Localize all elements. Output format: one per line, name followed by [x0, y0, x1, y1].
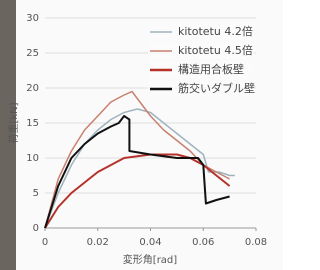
- legend-label: kitotetu 4.2倍: [178, 24, 253, 38]
- y-tick-label: 10: [26, 153, 39, 164]
- y-tick-label: 30: [26, 13, 39, 24]
- x-tick-label: 0.08: [245, 237, 267, 248]
- chart: 荷重[kN] 変形角[rad] 0 5 10 15 20 25 30 0 0.02 0.04 0.0…: [0, 0, 283, 270]
- legend-label: 筋交いダブル壁: [178, 81, 255, 95]
- y-tick-label: 0: [33, 223, 39, 234]
- y-tick-label: 20: [26, 83, 39, 94]
- y-tick-label: 25: [26, 48, 39, 59]
- y-tick-label: 5: [33, 188, 39, 199]
- x-tick-label: 0.06: [192, 237, 214, 248]
- x-tick-label: 0: [42, 237, 48, 248]
- legend-label: 構造用合板壁: [178, 62, 244, 76]
- x-tick-label: 0.04: [139, 237, 161, 248]
- legend-label: kitotetu 4.5倍: [178, 43, 253, 57]
- x-axis-label: 変形角[rad]: [123, 253, 177, 266]
- y-tick-label: 15: [26, 118, 39, 129]
- y-axis-label: 荷重[kN]: [7, 102, 20, 143]
- background: [0, 0, 283, 270]
- x-tick-label: 0.02: [87, 237, 109, 248]
